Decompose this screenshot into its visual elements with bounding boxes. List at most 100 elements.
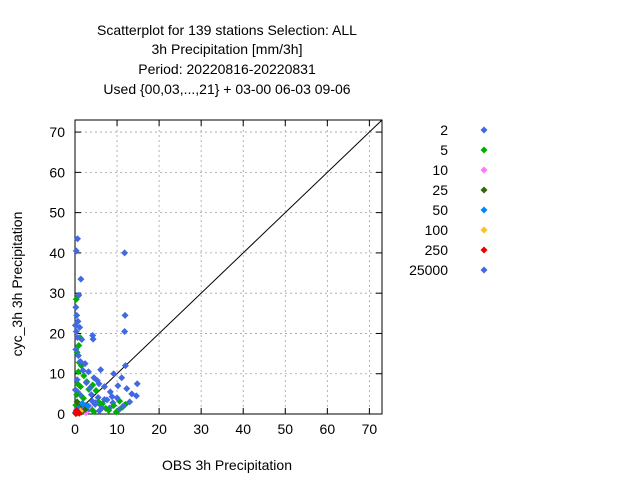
legend-label: 25000 [409, 262, 448, 278]
data-point [121, 249, 129, 257]
legend-label: 25 [432, 182, 448, 198]
x-tick-label: 50 [277, 421, 293, 437]
data-point [82, 379, 90, 387]
title-line-3: Period: 20220816-20220831 [138, 61, 316, 77]
data-point [132, 392, 140, 400]
data-point [89, 335, 97, 343]
data-point [84, 402, 92, 410]
data-point [74, 352, 82, 360]
legend-marker [480, 166, 488, 174]
x-tick-label: 10 [109, 421, 125, 437]
title-line-1: Scatterplot for 139 stations Selection: … [97, 22, 357, 38]
title-line-4: Used {00,03,...,21} + 03-00 06-03 09-06 [103, 81, 350, 97]
data-point [76, 383, 84, 391]
data-point [110, 370, 118, 378]
x-tick-label: 60 [320, 421, 336, 437]
data-point [72, 247, 80, 255]
data-point [72, 346, 80, 354]
data-point [108, 393, 116, 401]
legend-marker [480, 186, 488, 194]
x-tick-label: 0 [71, 421, 79, 437]
data-point [95, 380, 103, 388]
data-point [87, 391, 95, 399]
data-point [113, 394, 121, 402]
title-line-2: 3h Precipitation [mm/3h] [152, 41, 303, 57]
data-point [121, 311, 129, 319]
legend-label: 50 [432, 202, 448, 218]
data-point [133, 380, 141, 388]
legend-label: 5 [440, 142, 448, 158]
data-point [71, 386, 79, 394]
y-axis-label: cyc_3h 3h Precipitation [9, 212, 25, 357]
data-point [97, 366, 105, 374]
data-point [79, 394, 87, 402]
y-tick-label: 60 [49, 164, 65, 180]
chart-title: Scatterplot for 139 stations Selection: … [97, 22, 357, 97]
legend-marker [480, 146, 488, 154]
data-point [123, 385, 131, 393]
data-point [112, 408, 120, 416]
data-point [103, 396, 111, 404]
legend-marker [480, 246, 488, 254]
data-point [119, 402, 127, 410]
data-point [73, 311, 81, 319]
data-point [78, 400, 86, 408]
legend-marker [480, 126, 488, 134]
data-point [92, 387, 100, 395]
data-point [78, 335, 86, 343]
data-point [90, 408, 98, 416]
series-7 [72, 406, 83, 418]
data-point [72, 327, 80, 335]
data-point [100, 383, 108, 391]
y-tick-label: 0 [57, 406, 65, 422]
data-point [92, 399, 100, 407]
y-tick-label: 40 [49, 245, 65, 261]
data-point [95, 407, 103, 415]
x-tick-label: 20 [151, 421, 167, 437]
data-point [73, 406, 81, 414]
data-point [105, 406, 113, 414]
legend-marker [480, 226, 488, 234]
data-point [73, 391, 81, 399]
data-point [77, 275, 85, 283]
legend-label: 10 [432, 162, 448, 178]
legend-label: 2 [440, 122, 448, 138]
data-point [114, 382, 122, 390]
legend-marker [480, 206, 488, 214]
y-tick-label: 20 [49, 325, 65, 341]
data-point [84, 368, 92, 376]
data-points [71, 235, 141, 418]
data-point [110, 402, 118, 410]
data-point [98, 400, 106, 408]
data-point [73, 376, 81, 384]
data-point [86, 384, 94, 392]
data-point [74, 235, 82, 243]
y-tick-label: 30 [49, 285, 65, 301]
data-point [94, 393, 102, 401]
data-point [121, 327, 129, 335]
y-tick-label: 50 [49, 205, 65, 221]
y-tick-label: 10 [49, 366, 65, 382]
y-tick-label: 70 [49, 124, 65, 140]
plot-frame [74, 119, 383, 415]
legend-marker [480, 266, 488, 274]
data-point [76, 323, 84, 331]
legend-label: 250 [425, 242, 449, 258]
data-point [80, 372, 88, 380]
data-point [81, 360, 89, 368]
x-tick-label: 30 [193, 421, 209, 437]
axes: 0 10 20 30 40 50 60 70 0 10 20 30 40 50 60 70 [49, 119, 383, 437]
x-axis-label: OBS 3h Precipitation [162, 457, 292, 473]
data-point [75, 291, 83, 299]
data-point [79, 367, 87, 375]
data-point [118, 374, 126, 382]
data-point [72, 303, 80, 311]
x-tick-label: 40 [235, 421, 251, 437]
data-point [121, 362, 129, 370]
legend-label: 100 [425, 222, 449, 238]
x-tick-label: 70 [362, 421, 378, 437]
series-8 [71, 235, 141, 415]
